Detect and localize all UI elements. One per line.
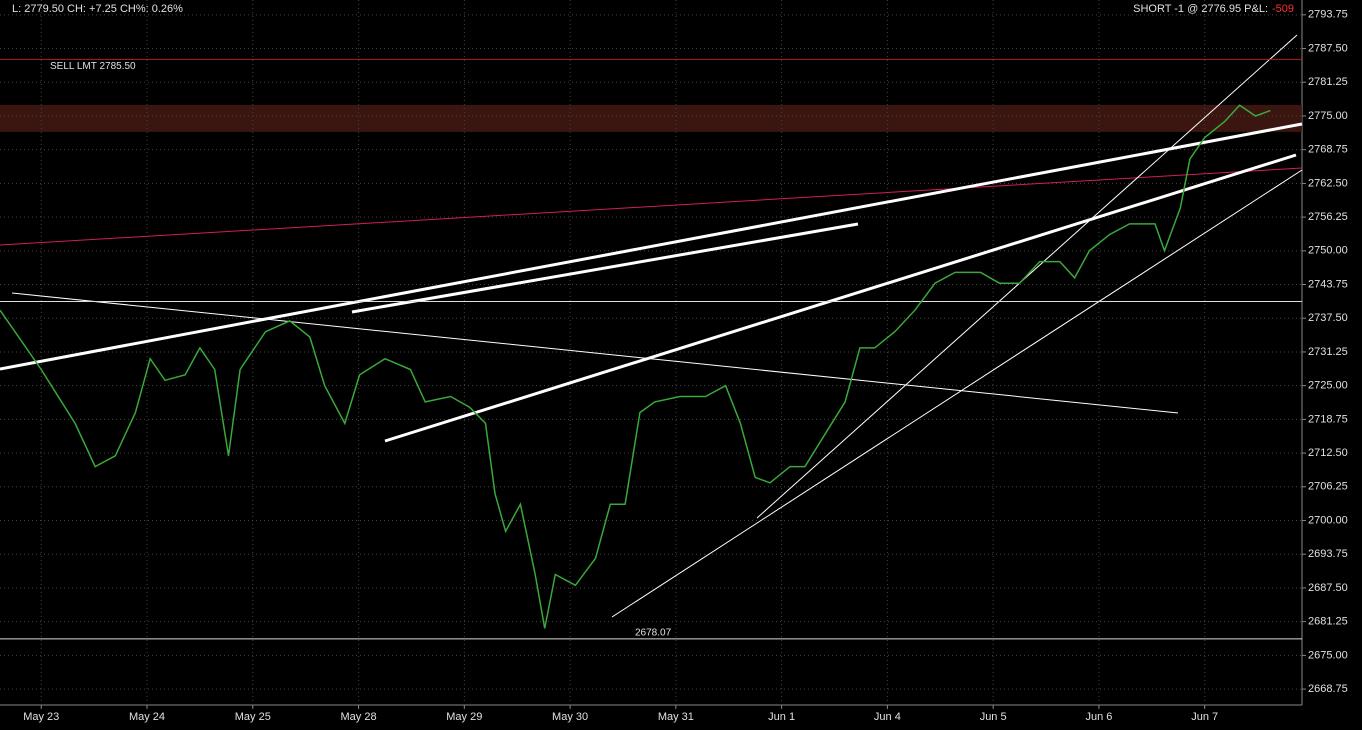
y-tick-label: 2675.00 [1308, 649, 1348, 661]
y-tick-label: 2762.50 [1308, 177, 1348, 189]
x-tick-label: May 23 [23, 711, 59, 723]
y-tick-label: 2781.25 [1308, 76, 1348, 88]
y-tick-label: 2775.00 [1308, 110, 1348, 122]
y-tick-label: 2668.75 [1308, 683, 1348, 695]
x-tick-label: Jun 4 [874, 711, 901, 723]
trend-line [611, 169, 1303, 618]
y-tick-label: 2756.25 [1308, 211, 1348, 223]
x-tick-label: Jun 1 [768, 711, 795, 723]
y-tick-label: 2700.00 [1308, 514, 1348, 526]
trend-line [351, 222, 859, 314]
y-tick-label: 2681.25 [1308, 616, 1348, 628]
level-label: SELL LMT 2785.50 [50, 61, 136, 72]
x-tick-label: May 30 [552, 711, 588, 723]
trend-line [0, 122, 1303, 371]
price-line [0, 104, 1271, 629]
trend-line [384, 153, 1297, 443]
x-tick-label: Jun 6 [1085, 711, 1112, 723]
y-tick-label: 2687.50 [1308, 582, 1348, 594]
y-tick-label: 2737.50 [1308, 312, 1348, 324]
x-tick-label: May 24 [129, 711, 165, 723]
y-tick-label: 2793.75 [1308, 9, 1348, 21]
y-tick-label: 2718.75 [1308, 413, 1348, 425]
pnl: -509 [1272, 3, 1294, 15]
y-tick-label: 2750.00 [1308, 245, 1348, 257]
x-tick-label: May 31 [658, 711, 694, 723]
y-tick-label: 2693.75 [1308, 548, 1348, 560]
y-tick-label: 2725.00 [1308, 380, 1348, 392]
level-label: 2678.07 [635, 627, 672, 638]
x-tick-label: May 29 [446, 711, 482, 723]
trend-line [0, 167, 1303, 246]
x-tick-label: May 28 [341, 711, 377, 723]
trend-line [756, 34, 1298, 519]
y-tick-label: 2743.75 [1308, 278, 1348, 290]
price-zone [0, 104, 1302, 132]
position: SHORT -1 @ 2776.95 P&L: [1133, 3, 1268, 15]
y-tick-label: 2712.50 [1308, 447, 1348, 459]
trend-line [11, 292, 1179, 414]
y-tick-label: 2787.50 [1308, 42, 1348, 54]
y-tick-label: 2706.25 [1308, 481, 1348, 493]
quote: L: 2779.50 CH: +7.25 CH%: 0.26% [12, 3, 183, 15]
x-tick-label: Jun 5 [980, 711, 1007, 723]
y-tick-label: 2731.25 [1308, 346, 1348, 358]
x-tick-label: May 25 [235, 711, 271, 723]
y-tick-label: 2768.75 [1308, 144, 1348, 156]
x-tick-label: Jun 7 [1191, 711, 1218, 723]
